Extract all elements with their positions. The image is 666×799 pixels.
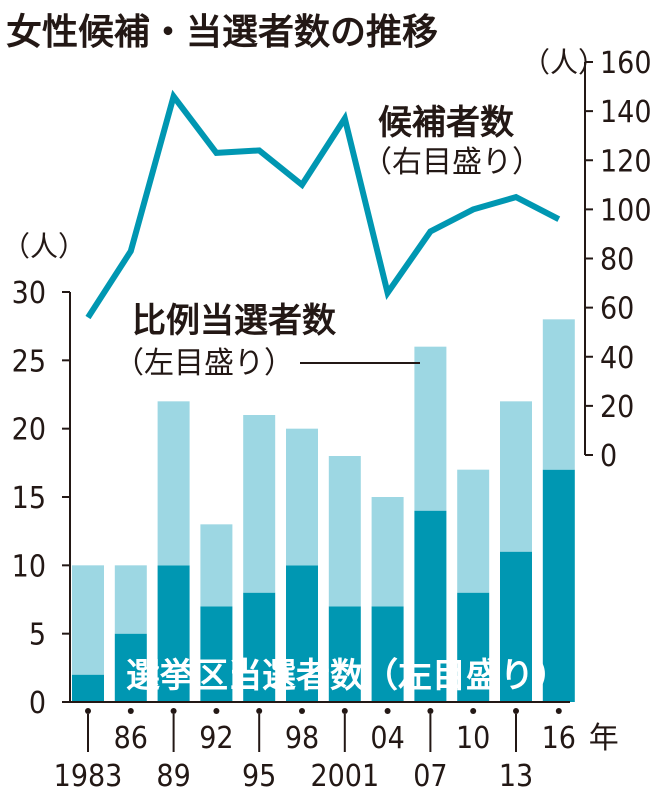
bar-pr-07: [414, 346, 447, 511]
left-axis-unit: （人）: [2, 230, 86, 263]
x-tick-dot-92: [213, 708, 220, 714]
x-tick-dot-86: [127, 708, 134, 714]
bar-district-13: [500, 551, 532, 702]
x-tick-label-92: 92: [199, 721, 233, 756]
x-tick-label-13: 13: [499, 759, 533, 794]
right-tick-label-160: 160: [600, 46, 652, 81]
bar-district-89: [157, 565, 190, 702]
x-tick-label-2001: 2001: [310, 759, 379, 794]
right-tick-label-20: 20: [600, 390, 634, 425]
line-series-axis-note: （右目盛り）: [362, 145, 542, 180]
left-tick-label-0: 0: [29, 686, 46, 721]
pr-series-axis-note: （左目盛り）: [114, 346, 294, 381]
chart-title: 女性候補・当選者数の推移: [6, 12, 438, 53]
right-axis-unit: （人）: [522, 46, 606, 79]
bar-pr-95: [243, 415, 276, 593]
x-tick-dot-10: [470, 708, 477, 714]
right-tick-label-60: 60: [600, 292, 634, 327]
x-tick-label-04: 04: [370, 721, 404, 756]
bar-district-98: [286, 565, 318, 702]
bar-pr-10: [457, 469, 490, 593]
bar-pr-04: [371, 497, 404, 607]
bar-district-2001: [328, 606, 361, 702]
x-tick-dot-2001: [341, 708, 348, 714]
left-tick-label-20: 20: [12, 413, 46, 448]
pr-series-name: 比例当選者数: [132, 301, 336, 341]
bars-layer: [72, 319, 575, 702]
bar-district-04: [371, 606, 404, 702]
candidates-line: [85, 89, 561, 320]
bar-pr-86: [114, 565, 147, 634]
x-tick-dot-04: [384, 708, 391, 714]
left-tick-label-15: 15: [12, 481, 46, 516]
bar-district-95: [243, 592, 276, 702]
bar-pr-98: [286, 428, 318, 566]
left-tick-label-5: 5: [29, 618, 46, 653]
line-series-name: 候補者数: [378, 103, 514, 143]
bar-district-10: [457, 592, 490, 702]
x-tick-dot-07: [427, 708, 434, 714]
right-tick-label-80: 80: [600, 243, 634, 278]
x-tick-dot-16: [555, 708, 562, 714]
x-tick-label-1983: 1983: [54, 759, 123, 794]
bar-district-92: [200, 606, 233, 702]
bar-pr-89: [157, 401, 190, 566]
right-tick-label-100: 100: [600, 193, 652, 228]
x-tick-label-10: 10: [456, 721, 490, 756]
bar-pr-16: [542, 319, 575, 470]
bar-district-16: [542, 469, 575, 702]
x-tick-dot-98: [299, 708, 305, 714]
x-tick-dot-89: [170, 708, 177, 714]
bar-district-1983: [72, 674, 104, 702]
bar-pr-1983: [72, 565, 104, 675]
right-tick-label-120: 120: [600, 144, 652, 179]
x-tick-label-07: 07: [413, 759, 447, 794]
bar-pr-2001: [328, 456, 361, 607]
right-axis-ticks: 0 20 40 60 80 100 120 140 160: [585, 46, 652, 474]
right-tick-label-40: 40: [600, 341, 634, 376]
x-tick-dot-13: [513, 708, 519, 714]
x-tick-label-95: 95: [242, 759, 276, 794]
x-tick-dot-95: [256, 708, 263, 714]
x-axis-year-suffix: 年: [589, 721, 619, 756]
x-tick-dot-1983: [85, 708, 91, 714]
x-tick-label-98: 98: [285, 721, 319, 756]
left-tick-label-25: 25: [12, 344, 46, 379]
left-axis-ticks: 0 5 10 15 20 25 30: [12, 276, 70, 721]
bar-district-86: [114, 633, 147, 702]
right-tick-label-140: 140: [600, 95, 652, 130]
x-tick-label-86: 86: [114, 721, 148, 756]
x-tick-label-16: 16: [542, 721, 576, 756]
left-tick-label-10: 10: [12, 549, 46, 584]
left-tick-label-30: 30: [12, 276, 46, 311]
right-tick-label-0: 0: [600, 439, 617, 474]
bar-pr-13: [500, 401, 532, 552]
bar-district-07: [414, 510, 447, 702]
bar-pr-92: [200, 524, 233, 607]
x-tick-label-89: 89: [156, 759, 190, 794]
district-series-name: 選挙区当選者数（左目盛り）: [126, 656, 568, 696]
